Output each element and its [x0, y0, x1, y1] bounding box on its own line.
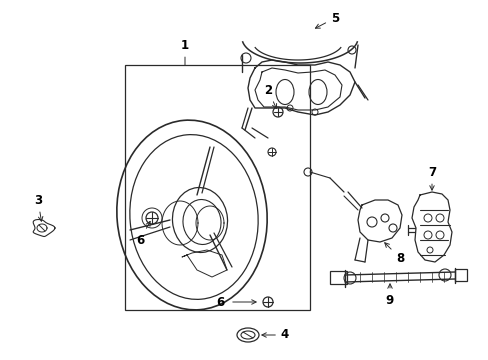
Text: 5: 5: [315, 12, 339, 28]
Text: 3: 3: [34, 194, 43, 221]
Text: 9: 9: [385, 284, 393, 306]
Text: 6: 6: [136, 221, 150, 247]
Text: 6: 6: [215, 296, 224, 309]
Bar: [329, 271, 346, 284]
Bar: [454, 269, 466, 281]
Text: 8: 8: [384, 243, 403, 265]
Text: 4: 4: [262, 328, 288, 342]
Text: 7: 7: [427, 166, 435, 190]
Text: 2: 2: [264, 84, 276, 108]
Bar: [125, 65, 309, 310]
Text: 1: 1: [181, 39, 189, 65]
